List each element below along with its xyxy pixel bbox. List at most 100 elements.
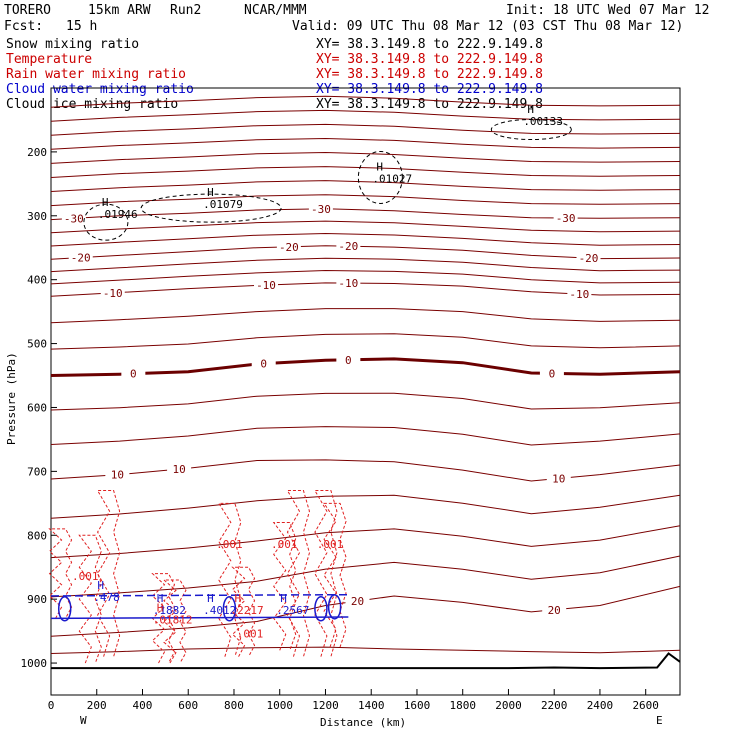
cloud-water-loop — [327, 594, 342, 620]
rain-contour — [323, 502, 347, 648]
x-tick-label: 1800 — [449, 699, 476, 712]
rain-layer: .001 .001 .001 .001 .001 — [48, 490, 347, 664]
x-tick-label: 2600 — [632, 699, 659, 712]
temperature-contour — [50, 585, 681, 637]
rain-contour — [272, 521, 297, 651]
temperature-contour-label: 0 — [260, 358, 267, 371]
x-tick-label: 1600 — [404, 699, 431, 712]
field-name: Temperature — [6, 52, 92, 67]
cloud-water-layer — [50, 593, 349, 622]
temperature-contour — [50, 459, 681, 482]
temperature-contour-label: -10 — [103, 287, 123, 300]
field-legend: Snow mixing ratio XY= 38.3.149.8 to 222.9… — [6, 37, 543, 112]
max-marker: H — [157, 602, 164, 615]
cloud-water-loop — [222, 595, 237, 622]
max-marker: H — [207, 592, 214, 605]
contour-label-bg — [336, 353, 361, 366]
y-tick-label: 1000 — [21, 657, 48, 670]
cloud-water-contour — [50, 593, 349, 597]
x-tick-label: 1200 — [312, 699, 339, 712]
temperature-contour-label: 20 — [351, 595, 364, 608]
field-xy-range: XY= 38.3.149.8 to 222.9.149.8 — [316, 97, 543, 112]
temperature-contour — [50, 123, 681, 136]
temperature-contour — [50, 646, 681, 654]
max-value-label: .01027 — [372, 173, 412, 186]
max-value-label: .478 — [93, 591, 120, 604]
terrain-line — [51, 652, 681, 670]
rain-contour — [96, 490, 121, 657]
init-time: Init: 18 UTC Wed 07 Mar 12 — [506, 3, 710, 18]
temperature-contour — [50, 426, 681, 446]
contour-label-bg — [542, 603, 567, 616]
contour-label-bg — [345, 595, 370, 608]
x-tick-label: 2000 — [495, 699, 522, 712]
x-tick-label: 1000 — [266, 699, 293, 712]
temperature-contour-label: -10 — [256, 279, 276, 292]
temperature-contour-label: -20 — [279, 241, 299, 254]
contour-label-bg — [167, 463, 192, 476]
temperature-contour — [50, 151, 681, 164]
contour-layer: -30 -30 -30 -20 -20 -20 -20 -10 -10 -10 -10 0 0 0 0 10 1… — [50, 95, 681, 670]
rain-contour — [48, 528, 73, 619]
field-name: Cloud water mixing ratio — [6, 82, 194, 97]
header: TORERO 15km ARW Run2 NCAR/MMM Init: 18 U… — [4, 3, 710, 34]
max-value-label: .2217 — [231, 604, 264, 617]
max-marker: H — [157, 592, 164, 605]
rain-contour-label: .001 — [237, 627, 264, 640]
temperature-contour-label: -20 — [338, 240, 358, 253]
max-value-label: .2567 — [276, 604, 309, 617]
y-tick-label: 600 — [27, 401, 47, 414]
contour-label-bg — [336, 240, 361, 253]
temperature-contour — [50, 257, 681, 273]
x-tick-label: 2200 — [541, 699, 568, 712]
fcst-label: Fcst: — [4, 19, 43, 34]
contour-label-bg — [251, 357, 276, 370]
max-value-label: .01079 — [203, 198, 243, 211]
contour-label-bg — [105, 468, 130, 481]
temperature-contour — [50, 357, 681, 377]
west-label: W — [80, 714, 87, 727]
temperature-contour-label: 10 — [172, 463, 185, 476]
fcst-value: 15 h — [66, 19, 97, 34]
temperature-contour-label: -30 — [311, 203, 331, 216]
temperature-contour-label: 20 — [548, 604, 561, 617]
contour-label-bg — [308, 202, 333, 215]
cloud-water-loop — [57, 595, 72, 622]
y-tick-label: 400 — [27, 274, 47, 287]
snow-contour — [140, 193, 282, 223]
max-marker: H — [376, 161, 383, 174]
contour-label-bg — [121, 367, 146, 380]
contour-label-bg — [61, 212, 86, 225]
max-value-label: .01812 — [153, 614, 193, 627]
temperature-contour — [50, 95, 681, 108]
temperature-contour-label: 0 — [130, 368, 137, 381]
temperature-contour — [50, 208, 681, 221]
contour-label-bg — [100, 286, 125, 299]
temperature-contour-label: 10 — [111, 469, 124, 482]
contour-label-bg — [546, 472, 571, 485]
x-tick-label: 1400 — [358, 699, 385, 712]
max-marker: H — [102, 196, 109, 209]
temperature-contour — [50, 494, 681, 519]
temperature-contour — [50, 525, 681, 559]
y-tick-label: 500 — [27, 338, 47, 351]
y-tick-label: 200 — [27, 146, 47, 159]
temperature-contour — [50, 137, 681, 150]
max-marker: H — [280, 592, 287, 605]
temperature-contour — [50, 109, 681, 122]
field-xy-range: XY= 38.3.149.8 to 222.9.149.8 — [316, 82, 543, 97]
plot-frame — [50, 87, 681, 696]
contour-label-bg — [254, 279, 279, 292]
x-tick-label: 200 — [87, 699, 107, 712]
snow-contour — [490, 119, 572, 141]
temperature-contour-label: -10 — [338, 277, 358, 290]
rain-contour — [151, 573, 176, 664]
y-tick-label: 900 — [27, 593, 47, 606]
rain-contour — [162, 579, 187, 664]
x-tick-label: 0 — [48, 699, 55, 712]
field-name: Rain water mixing ratio — [6, 67, 186, 82]
rain-contour — [286, 490, 310, 657]
temperature-contour-label: 0 — [345, 354, 352, 367]
max-marker: H — [207, 186, 214, 199]
